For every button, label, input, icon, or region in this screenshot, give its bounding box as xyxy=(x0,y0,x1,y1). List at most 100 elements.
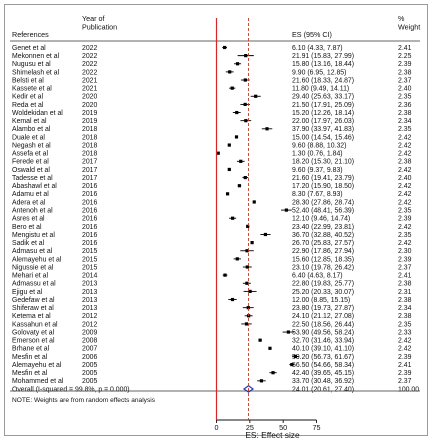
study-year: 2021 xyxy=(82,77,97,84)
study-year: 2013 xyxy=(82,305,97,312)
study-weight: 2.35 xyxy=(398,232,412,239)
study-reference: Kemal et al xyxy=(12,118,47,125)
study-reference: Negash et al xyxy=(12,142,51,149)
study-year: 2018 xyxy=(82,151,97,158)
study-weight: 2.39 xyxy=(398,370,412,377)
study-year: 2017 xyxy=(82,159,97,166)
study-weight-box xyxy=(230,86,234,90)
study-es-ci: 23.40 (22.99, 23.81) xyxy=(292,224,354,231)
study-weight-box xyxy=(246,224,250,228)
study-reference: Genet et al xyxy=(12,45,46,52)
study-reference: Woldekidan et al xyxy=(12,110,63,117)
study-year: 2020 xyxy=(82,94,97,101)
study-year: 2013 xyxy=(82,289,97,296)
study-reference: Mekonnen et al xyxy=(12,53,60,60)
study-weight: 2.38 xyxy=(398,313,412,320)
study-reference: Assefa et al xyxy=(12,151,48,158)
study-year: 2016 xyxy=(82,232,97,239)
study-reference: Alambo et al xyxy=(12,126,51,133)
study-reference: Reda et al xyxy=(12,102,44,109)
study-weight: 2.34 xyxy=(398,118,412,125)
study-reference: Gedefaw et al xyxy=(12,297,55,304)
x-tick-label: 50 xyxy=(279,423,287,432)
study-weight-box xyxy=(245,265,249,269)
study-weight: 2.42 xyxy=(398,191,412,198)
study-weight-box xyxy=(246,306,250,310)
study-year: 2016 xyxy=(82,240,97,247)
study-year: 2017 xyxy=(82,167,97,174)
study-weight-box xyxy=(234,135,239,139)
study-year: 2018 xyxy=(82,126,97,133)
study-es-ci: 52.40 (48.41, 56.39) xyxy=(292,208,354,215)
study-year: 2017 xyxy=(82,175,97,182)
x-tick-label: 75 xyxy=(313,423,321,432)
study-weight-box xyxy=(271,371,275,375)
study-weight-box xyxy=(223,45,227,50)
study-es-ci: 11.80 (9.49, 14.11) xyxy=(292,86,349,93)
study-reference: Belsti et al xyxy=(12,77,44,84)
study-es-ci: 8.30 (7.67, 8.93) xyxy=(292,191,343,198)
study-reference: Abashawl et al xyxy=(12,183,57,190)
study-es-ci: 53.90 (49.56, 58.24) xyxy=(292,329,354,336)
study-reference: Brhane et al xyxy=(12,346,50,353)
study-year: 2008 xyxy=(82,338,97,345)
study-es-ci: 37.90 (33.97, 41.83) xyxy=(292,126,354,133)
study-weight-box xyxy=(239,159,243,163)
study-year: 2006 xyxy=(82,354,97,361)
study-weight-box xyxy=(243,175,247,180)
study-weight: 2.42 xyxy=(398,346,412,353)
study-reference: Tadesse et al xyxy=(12,175,53,182)
study-es-ci: 36.70 (32.88, 40.52) xyxy=(292,232,354,239)
study-weight: 2.41 xyxy=(398,45,412,52)
study-es-ci: 15.20 (12.26, 18.14) xyxy=(292,110,354,117)
x-tick-label: 25 xyxy=(246,423,254,432)
study-es-ci: 9.60 (8.88, 10.32) xyxy=(292,142,346,149)
study-weight: 2.42 xyxy=(398,134,412,141)
study-weight-box xyxy=(237,184,242,188)
study-year: 2018 xyxy=(82,134,97,141)
study-year: 2016 xyxy=(82,224,97,231)
study-weight-box xyxy=(248,289,252,293)
study-weight: 2.39 xyxy=(398,216,412,223)
study-weight: 2.41 xyxy=(398,273,412,280)
study-weight: 2.38 xyxy=(398,281,412,288)
study-reference: Shiferaw et al xyxy=(12,305,54,312)
study-weight: 2.42 xyxy=(398,151,412,158)
study-es-ci: 1.30 (0.76, 1.84) xyxy=(292,151,343,158)
study-weight: 2.41 xyxy=(398,362,412,369)
study-reference: Kedir et al xyxy=(12,94,43,101)
study-es-ci: 21.50 (17.91, 25.09) xyxy=(292,102,354,109)
study-es-ci: 12.10 (9.46, 14.74) xyxy=(292,216,350,223)
study-es-ci: 9.60 (9.37, 9.83) xyxy=(292,167,343,174)
study-weight-box xyxy=(265,127,269,131)
header-weight: % Weight xyxy=(398,14,420,31)
study-year: 2012 xyxy=(82,321,97,328)
study-reference: Ferede et al xyxy=(12,159,49,166)
study-weight-box xyxy=(225,192,230,196)
study-es-ci: 33.70 (30.48, 36.92) xyxy=(292,378,354,385)
study-year: 2012 xyxy=(82,313,97,320)
study-weight: 2.38 xyxy=(398,159,412,166)
study-weight-box xyxy=(216,151,220,155)
note-text: NOTE: Weights are from random effects an… xyxy=(12,397,156,404)
study-weight-box xyxy=(223,273,227,277)
study-reference: Nigussie et al xyxy=(12,264,54,271)
study-reference: Emerson et al xyxy=(12,338,55,345)
study-year: 2022 xyxy=(82,45,97,52)
study-weight-box xyxy=(228,70,232,74)
study-weight-box xyxy=(230,297,235,302)
header-es-ci: ES (95% CI) xyxy=(292,30,332,39)
study-weight: 2.35 xyxy=(398,94,412,101)
study-weight: 2.35 xyxy=(398,126,412,133)
study-es-ci: 24.10 (21.12, 27.08) xyxy=(292,313,354,320)
study-year: 2020 xyxy=(82,102,97,109)
study-weight: 2.33 xyxy=(398,329,412,336)
study-year: 2016 xyxy=(82,191,97,198)
study-weight: 2.38 xyxy=(398,297,412,304)
study-weight-box xyxy=(244,322,249,326)
study-reference: Antenoh et al xyxy=(12,208,53,215)
study-year: 2016 xyxy=(82,183,97,190)
x-axis-label: ES: Effect size xyxy=(245,430,300,440)
study-weight: 2.42 xyxy=(398,142,412,149)
study-year: 2009 xyxy=(82,329,97,336)
